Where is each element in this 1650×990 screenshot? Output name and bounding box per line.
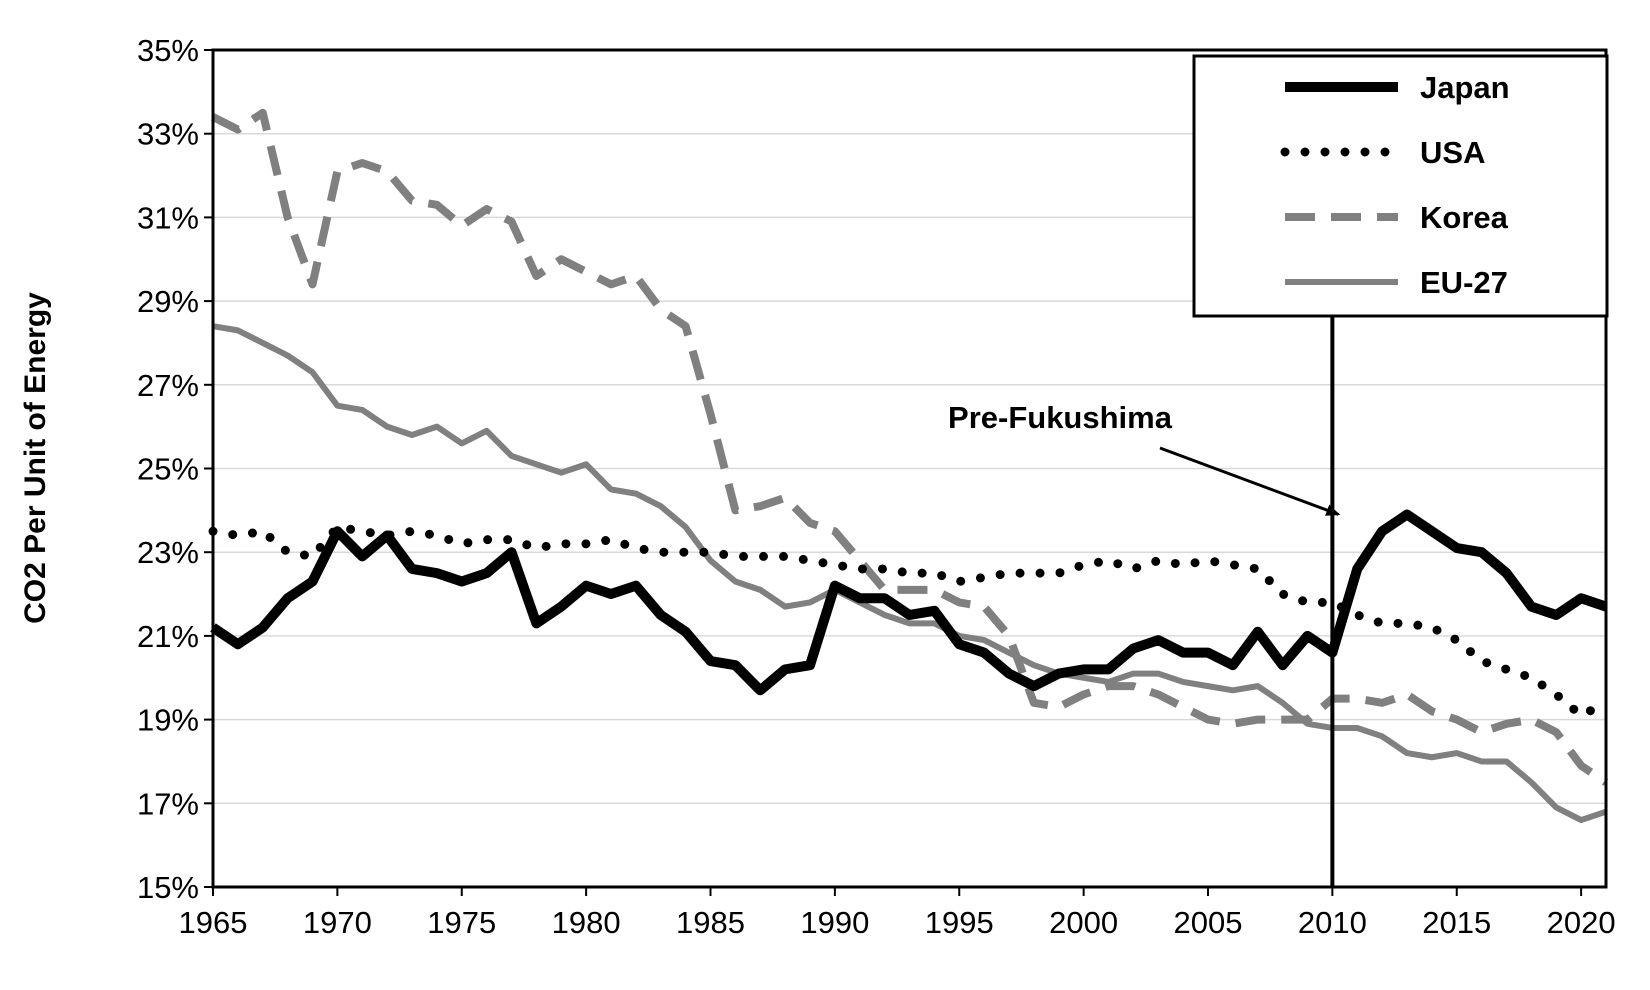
x-tick-label: 2010	[1298, 905, 1367, 940]
y-tick-label: 29%	[137, 284, 199, 319]
x-tick-label: 1980	[552, 905, 621, 940]
y-tick-label: 21%	[137, 619, 199, 654]
annotation-arrow	[1159, 446, 1341, 516]
legend: Japan USA Korea EU-27	[1192, 54, 1609, 318]
x-tick-label: 1965	[179, 905, 248, 940]
y-tick-label: 31%	[137, 200, 199, 235]
x-tick-label: 2000	[1049, 905, 1118, 940]
y-tick-label: 19%	[137, 703, 199, 738]
x-tick-label: 2005	[1174, 905, 1243, 940]
x-tick-label: 1970	[303, 905, 372, 940]
series-line-usa	[208, 522, 1611, 720]
x-tick-label: 1995	[925, 905, 994, 940]
y-tick-label: 15%	[137, 870, 199, 905]
x-tick-label: 2020	[1547, 905, 1616, 940]
y-axis-ticks: 15% 17% 19% 21% 23% 25% 27% 29% 31% 33% 35%	[137, 33, 213, 905]
y-tick-label: 35%	[137, 33, 199, 68]
y-tick-label: 25%	[137, 452, 199, 487]
series-line-japan	[210, 509, 1608, 696]
annotation-label: Pre-Fukushima	[948, 400, 1173, 435]
y-axis-title: CO2 Per Unit of Energy	[19, 292, 52, 624]
x-tick-label: 1990	[800, 905, 869, 940]
y-tick-label: 23%	[137, 535, 199, 570]
x-tick-label: 2015	[1422, 905, 1491, 940]
series-line-korea	[211, 108, 1609, 786]
y-tick-label: 33%	[137, 117, 199, 152]
legend-label: USA	[1420, 135, 1485, 170]
annotations: Pre-Fukushima	[948, 316, 1341, 887]
gridlines	[213, 132, 1606, 805]
legend-label: EU-27	[1420, 265, 1508, 300]
series-line-eu-27	[212, 323, 1607, 824]
legend-label: Japan	[1420, 70, 1510, 105]
x-tick-label: 1975	[427, 905, 496, 940]
y-tick-label: 27%	[137, 368, 199, 403]
x-axis-ticks: 1965 1970 1975 1980 1985 1990 1995 2000 2005 2010…	[179, 887, 1616, 940]
series-lines	[208, 108, 1611, 824]
legend-box	[1192, 54, 1609, 318]
legend-label: Korea	[1420, 200, 1509, 235]
y-tick-label: 17%	[137, 786, 199, 821]
x-tick-label: 1985	[676, 905, 745, 940]
